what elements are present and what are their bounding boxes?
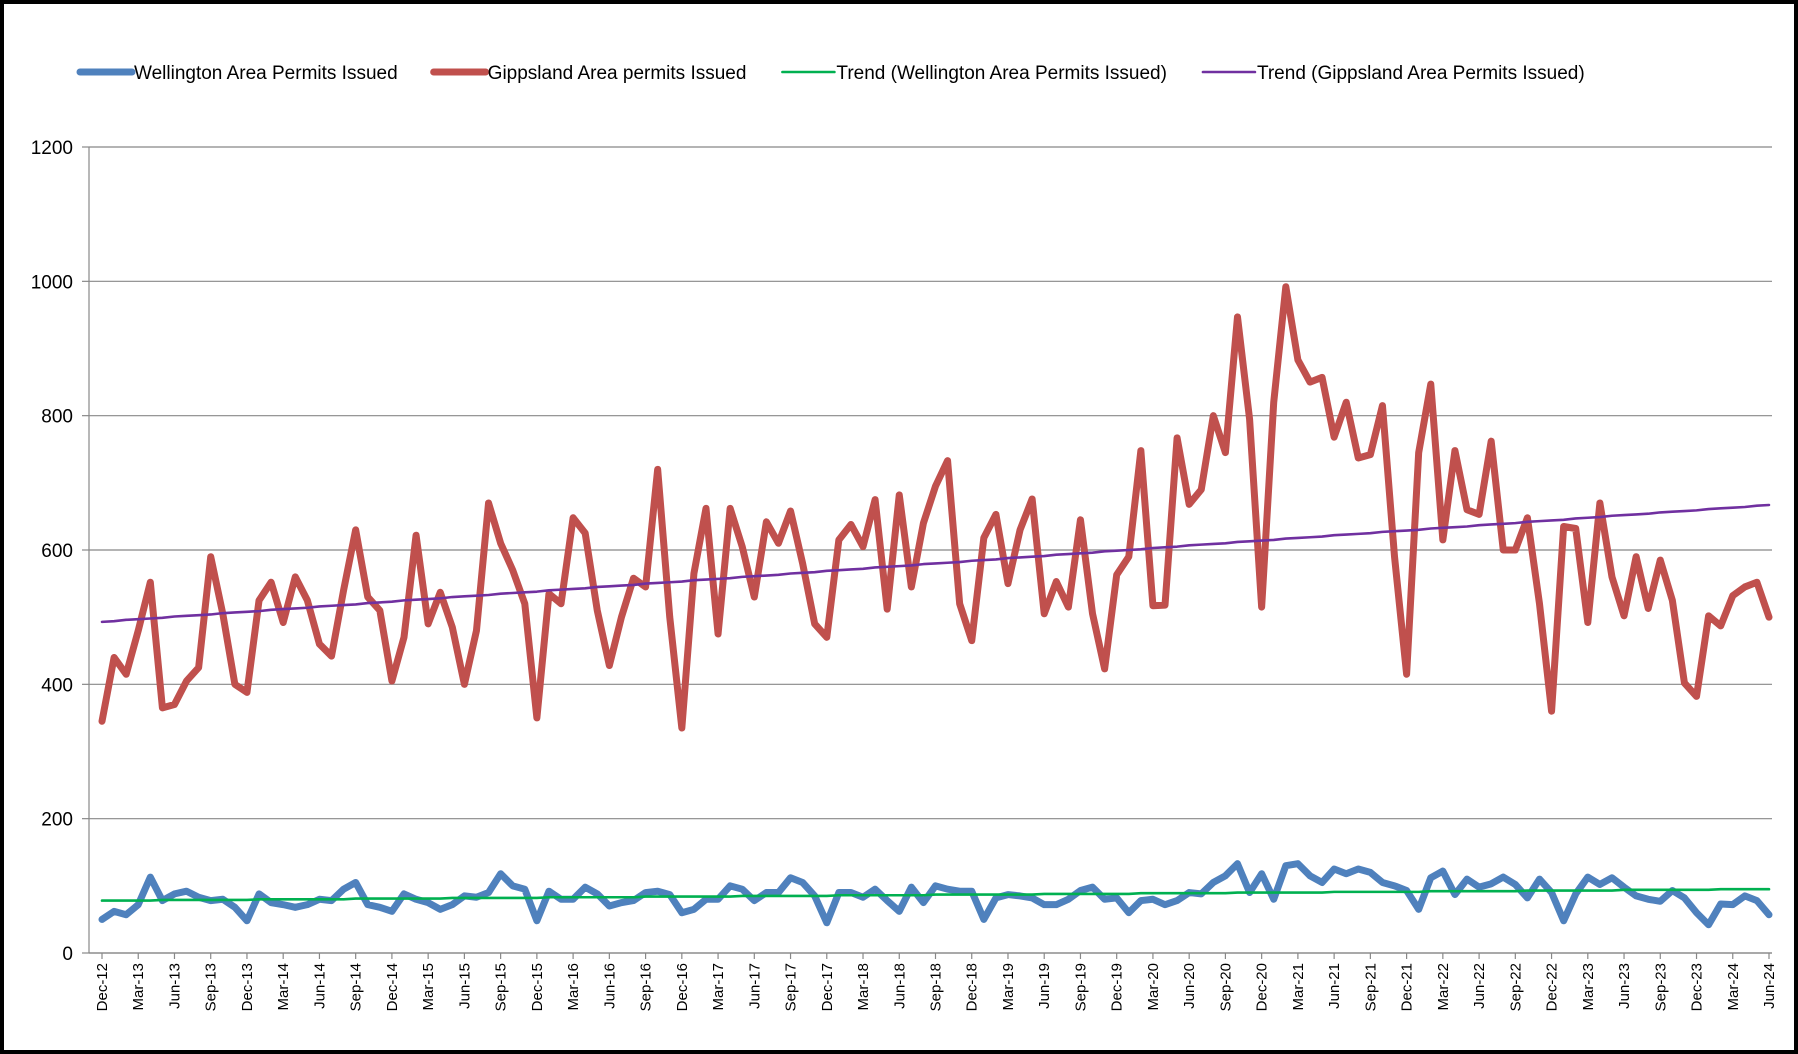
x-tick-label: Dec-20 xyxy=(1254,963,1271,1011)
x-tick-label: Mar-13 xyxy=(130,963,147,1011)
x-tick-label: Mar-15 xyxy=(420,963,437,1011)
x-tick-label: Dec-18 xyxy=(964,963,981,1011)
x-tick-label: Sep-16 xyxy=(638,963,655,1011)
series-line xyxy=(100,503,1771,624)
x-tick-label: Mar-20 xyxy=(1145,963,1162,1011)
x-tick-label: Sep-20 xyxy=(1217,963,1234,1011)
x-tick-label: Dec-22 xyxy=(1544,963,1561,1011)
x-tick-label: Dec-15 xyxy=(529,963,546,1011)
x-tick-label: Jun-17 xyxy=(746,963,763,1009)
y-tick-label: 1000 xyxy=(31,272,73,293)
x-tick-label: Dec-13 xyxy=(239,963,256,1011)
x-tick-label: Jun-19 xyxy=(1036,963,1053,1009)
y-tick-label: 600 xyxy=(41,541,73,562)
x-tick-label: Jun-13 xyxy=(166,963,183,1009)
x-tick-label: Mar-23 xyxy=(1580,963,1597,1011)
y-tick-label: 400 xyxy=(41,675,73,696)
x-tick-label: Jun-14 xyxy=(311,963,328,1009)
x-tick-label: Mar-16 xyxy=(565,963,582,1011)
x-tick-label: Dec-19 xyxy=(1109,963,1126,1011)
legend-label: Trend (Gippsland Area Permits Issued) xyxy=(1257,63,1585,84)
x-tick-label: Sep-22 xyxy=(1507,963,1524,1011)
x-tick-label: Mar-21 xyxy=(1290,963,1307,1011)
series-line xyxy=(98,283,1773,732)
x-tick-label: Dec-16 xyxy=(674,963,691,1011)
x-tick-label: Jun-23 xyxy=(1616,963,1633,1009)
x-tick-label: Mar-18 xyxy=(855,963,872,1011)
y-tick-label: 1200 xyxy=(31,138,73,159)
x-tick-label: Dec-21 xyxy=(1399,963,1416,1011)
x-tick-label: Jun-15 xyxy=(456,963,473,1009)
x-tick-label: Dec-12 xyxy=(94,963,111,1011)
x-tick-label: Sep-15 xyxy=(493,963,510,1011)
x-tick-label: Dec-23 xyxy=(1689,963,1706,1011)
x-tick-label: Jun-18 xyxy=(891,963,908,1009)
x-tick-label: Jun-20 xyxy=(1181,963,1198,1009)
series-line xyxy=(100,887,1771,902)
y-tick-label: 200 xyxy=(41,810,73,831)
x-tick-label: Sep-13 xyxy=(203,963,220,1011)
legend-label: Trend (Wellington Area Permits Issued) xyxy=(836,63,1167,84)
x-tick-label: Jun-16 xyxy=(601,963,618,1009)
x-tick-label: Dec-14 xyxy=(384,963,401,1011)
x-tick-label: Sep-14 xyxy=(348,963,365,1011)
x-tick-label: Mar-14 xyxy=(275,963,292,1011)
x-tick-label: Jun-24 xyxy=(1761,963,1778,1009)
y-tick-label: 0 xyxy=(62,944,73,965)
series-line xyxy=(98,860,1773,929)
x-tick-label: Jun-21 xyxy=(1326,963,1343,1009)
legend-label: Wellington Area Permits Issued xyxy=(134,63,398,84)
x-tick-label: Dec-17 xyxy=(819,963,836,1011)
x-tick-label: Sep-18 xyxy=(928,963,945,1011)
legend-label: Gippsland Area permits Issued xyxy=(488,63,747,84)
x-tick-label: Sep-17 xyxy=(783,963,800,1011)
x-tick-label: Mar-22 xyxy=(1435,963,1452,1011)
x-tick-label: Mar-19 xyxy=(1000,963,1017,1011)
x-tick-label: Sep-19 xyxy=(1072,963,1089,1011)
y-tick-label: 800 xyxy=(41,407,73,428)
x-tick-label: Jun-22 xyxy=(1471,963,1488,1009)
x-tick-label: Sep-23 xyxy=(1652,963,1669,1011)
x-tick-label: Sep-21 xyxy=(1362,963,1379,1011)
x-tick-label: Mar-24 xyxy=(1725,963,1742,1011)
x-tick-label: Mar-17 xyxy=(710,963,727,1011)
